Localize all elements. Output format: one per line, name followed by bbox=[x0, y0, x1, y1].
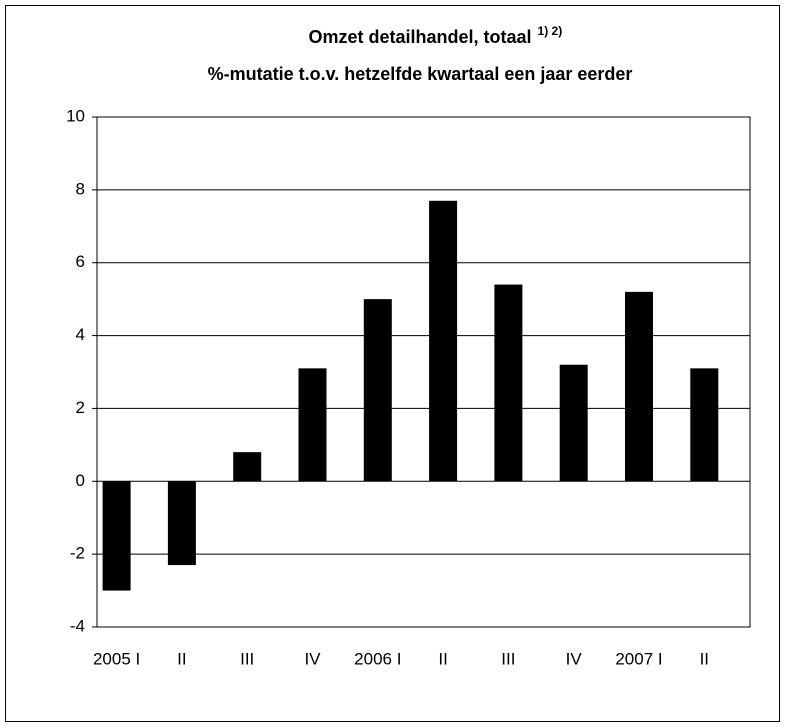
x-tick-label: IV bbox=[566, 649, 583, 668]
chart-frame bbox=[5, 5, 780, 722]
bar bbox=[624, 291, 653, 482]
y-tick-label: -4 bbox=[70, 616, 85, 635]
chart-title: Omzet detailhandel, totaal bbox=[308, 27, 531, 47]
x-tick-label: 2007 I bbox=[615, 649, 662, 668]
x-tick-label: II bbox=[700, 649, 709, 668]
x-tick-label: III bbox=[240, 649, 254, 668]
bar bbox=[233, 452, 262, 482]
x-tick-label: IV bbox=[304, 649, 321, 668]
bar bbox=[559, 364, 588, 482]
bar bbox=[429, 200, 458, 482]
y-tick-label: 0 bbox=[76, 471, 85, 490]
x-tick-label: II bbox=[438, 649, 447, 668]
chart-subtitle: %-mutatie t.o.v. hetzelfde kwartaal een … bbox=[208, 64, 633, 84]
y-tick-label: -2 bbox=[70, 544, 85, 563]
plot-area bbox=[96, 116, 751, 628]
bar bbox=[102, 481, 131, 591]
y-tick-label: 4 bbox=[76, 325, 85, 344]
bar bbox=[690, 368, 719, 482]
y-tick-label: 8 bbox=[76, 179, 85, 198]
x-tick-label: 2005 I bbox=[93, 649, 140, 668]
x-tick-label: II bbox=[177, 649, 186, 668]
title-note: 1) 2) bbox=[538, 24, 563, 38]
y-tick-label: 6 bbox=[76, 252, 85, 271]
x-tick-label: III bbox=[501, 649, 515, 668]
bar bbox=[298, 368, 327, 482]
bar bbox=[494, 284, 523, 482]
bar bbox=[363, 299, 392, 482]
bar bbox=[167, 481, 196, 566]
y-tick-label: 2 bbox=[76, 398, 85, 417]
y-tick-label: 10 bbox=[66, 106, 85, 125]
x-tick-label: 2006 I bbox=[354, 649, 401, 668]
